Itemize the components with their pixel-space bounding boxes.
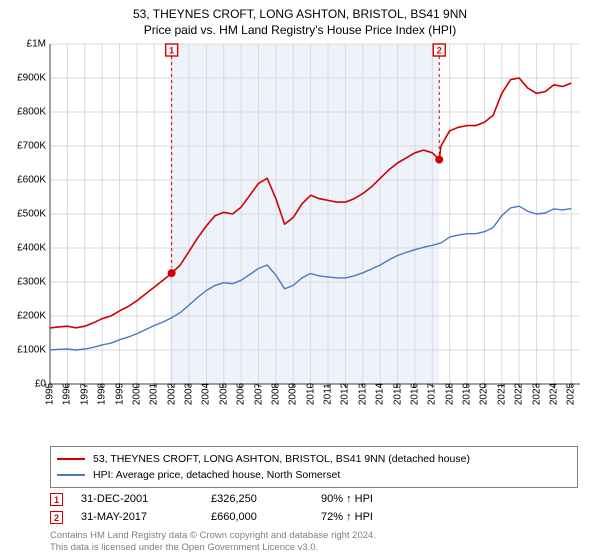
event-marker-2: 2 xyxy=(50,511,63,524)
x-tick-label: 2001 xyxy=(149,383,160,405)
y-tick-label: £900K xyxy=(17,73,46,84)
legend-row: HPI: Average price, detached house, Nort… xyxy=(57,467,571,483)
price-chart: 12 £0£100K£200K£300K£400K£500K£600K£700K… xyxy=(50,44,580,414)
event-price: £660,000 xyxy=(211,511,321,523)
chart-svg: 12 xyxy=(50,44,580,414)
x-tick-label: 2019 xyxy=(462,383,473,405)
x-tick-label: 2022 xyxy=(514,383,525,405)
svg-text:2: 2 xyxy=(437,46,442,56)
y-tick-label: £700K xyxy=(17,141,46,152)
x-tick-label: 2006 xyxy=(236,383,247,405)
legend-swatch-1 xyxy=(57,474,85,476)
x-tick-label: 2000 xyxy=(131,383,142,405)
x-tick-label: 2024 xyxy=(548,383,559,405)
x-tick-label: 2005 xyxy=(218,383,229,405)
x-tick-label: 2002 xyxy=(166,383,177,405)
attribution-line-2: This data is licensed under the Open Gov… xyxy=(50,542,376,554)
legend: 53, THEYNES CROFT, LONG ASHTON, BRISTOL,… xyxy=(50,446,578,488)
attribution-line-1: Contains HM Land Registry data © Crown c… xyxy=(50,530,376,542)
title-line-1: 53, THEYNES CROFT, LONG ASHTON, BRISTOL,… xyxy=(0,6,600,22)
x-tick-label: 1998 xyxy=(97,383,108,405)
x-tick-label: 2025 xyxy=(566,383,577,405)
y-tick-label: £100K xyxy=(17,345,46,356)
x-tick-label: 2015 xyxy=(392,383,403,405)
x-tick-label: 2018 xyxy=(444,383,455,405)
y-tick-label: £800K xyxy=(17,107,46,118)
title-block: 53, THEYNES CROFT, LONG ASHTON, BRISTOL,… xyxy=(0,0,600,38)
x-tick-label: 2023 xyxy=(531,383,542,405)
title-line-2: Price paid vs. HM Land Registry's House … xyxy=(0,22,600,38)
y-tick-label: £300K xyxy=(17,277,46,288)
y-tick-label: £500K xyxy=(17,209,46,220)
x-tick-label: 2012 xyxy=(340,383,351,405)
x-tick-label: 2020 xyxy=(479,383,490,405)
x-tick-label: 2008 xyxy=(270,383,281,405)
event-pct: 90% ↑ HPI xyxy=(321,493,373,505)
x-tick-label: 1996 xyxy=(62,383,73,405)
event-pct: 72% ↑ HPI xyxy=(321,511,373,523)
events-block: 1 31-DEC-2001 £326,250 90% ↑ HPI 2 31-MA… xyxy=(50,490,373,526)
x-tick-label: 2009 xyxy=(288,383,299,405)
event-marker-1: 1 xyxy=(50,493,63,506)
x-tick-label: 2007 xyxy=(253,383,264,405)
x-tick-label: 1995 xyxy=(45,383,56,405)
y-tick-label: £1M xyxy=(27,39,46,50)
x-tick-label: 2014 xyxy=(375,383,386,405)
x-tick-label: 2016 xyxy=(409,383,420,405)
y-tick-label: £600K xyxy=(17,175,46,186)
x-tick-label: 2013 xyxy=(357,383,368,405)
x-tick-label: 2004 xyxy=(201,383,212,405)
y-tick-label: £400K xyxy=(17,243,46,254)
x-tick-label: 2011 xyxy=(323,383,334,405)
x-tick-label: 2017 xyxy=(427,383,438,405)
svg-text:1: 1 xyxy=(169,46,174,56)
x-tick-label: 1997 xyxy=(79,383,90,405)
x-tick-label: 1999 xyxy=(114,383,125,405)
x-tick-label: 2003 xyxy=(184,383,195,405)
attribution: Contains HM Land Registry data © Crown c… xyxy=(50,530,376,554)
legend-label-1: HPI: Average price, detached house, Nort… xyxy=(93,469,340,481)
y-tick-label: £200K xyxy=(17,311,46,322)
x-tick-label: 2021 xyxy=(496,383,507,405)
legend-row: 53, THEYNES CROFT, LONG ASHTON, BRISTOL,… xyxy=(57,451,571,467)
legend-label-0: 53, THEYNES CROFT, LONG ASHTON, BRISTOL,… xyxy=(93,453,470,465)
event-row: 2 31-MAY-2017 £660,000 72% ↑ HPI xyxy=(50,508,373,526)
event-date: 31-DEC-2001 xyxy=(81,493,211,505)
legend-swatch-0 xyxy=(57,458,85,460)
x-tick-label: 2010 xyxy=(305,383,316,405)
event-date: 31-MAY-2017 xyxy=(81,511,211,523)
event-row: 1 31-DEC-2001 £326,250 90% ↑ HPI xyxy=(50,490,373,508)
event-price: £326,250 xyxy=(211,493,321,505)
